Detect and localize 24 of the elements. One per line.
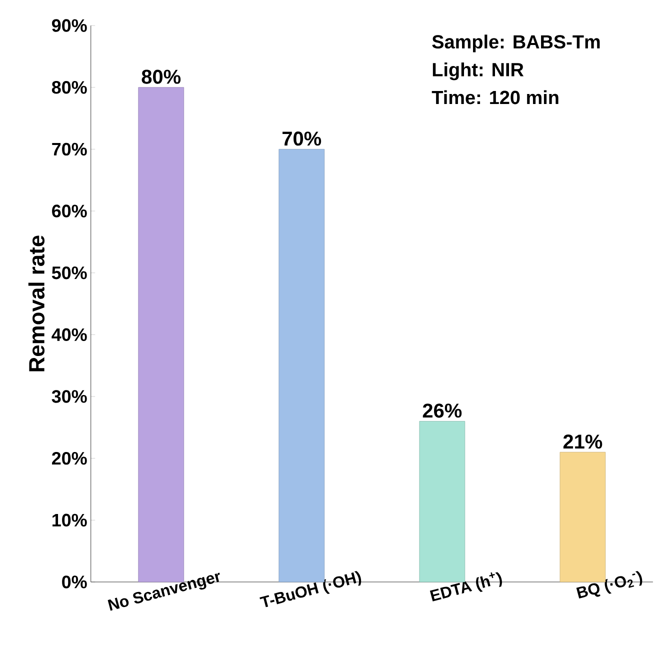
annotation: Light: NIR [432,62,524,80]
y-tick-label: 30% [52,390,87,403]
x-tick-label: T-BuOH (·OH) [260,570,362,607]
y-tick-label: 80% [52,80,87,94]
y-tick-label: 60% [52,204,87,218]
y-tick-label: 40% [52,328,87,341]
y-tick-label: 50% [52,266,87,279]
bar [419,420,466,582]
annotation: Time: 120 min [432,90,558,104]
data-label: 70% [282,131,322,146]
bar [278,148,325,582]
y-tick-label: 10% [52,514,87,526]
y-axis-title: Removal rate [28,235,45,371]
annotation: Sample: BABS-Tm [432,34,600,52]
y-tick-label: 0% [62,575,87,588]
y-tick-label: 70% [52,142,87,156]
data-label: 26% [422,403,462,418]
y-tick-label: 90% [52,18,87,32]
data-label: 80% [142,69,181,84]
y-tick-label: 20% [52,452,87,464]
x-tick-label: BQ (·O$_{2}$$^{-}$) [576,570,642,598]
data-label: 21% [563,434,602,448]
bar [560,452,606,582]
x-tick-label: EDTA (h$^{+}$) [430,572,502,602]
